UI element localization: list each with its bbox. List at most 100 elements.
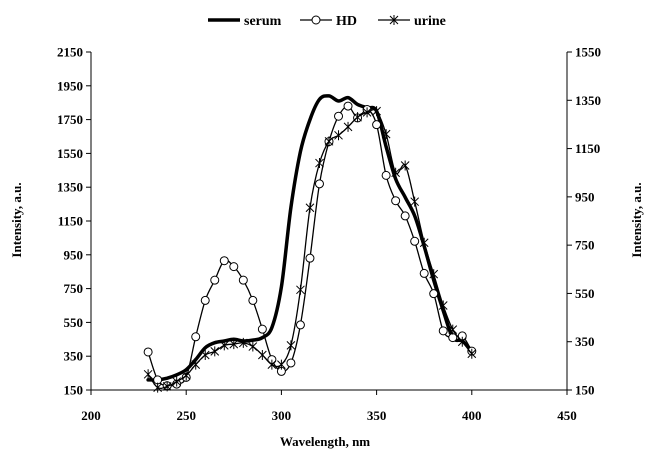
data-point-urine — [181, 370, 191, 381]
data-point-urine — [305, 202, 315, 213]
x-axis-ticks: 200 250 300 350 400 450 — [81, 390, 577, 423]
data-point-urine — [334, 130, 343, 141]
data-point-hd — [200, 295, 210, 305]
data-point-urine — [162, 381, 172, 392]
y-tick-label: 350 — [64, 349, 84, 364]
data-point-hd — [257, 324, 267, 334]
legend: serum HD urine — [208, 14, 446, 29]
y2-tick-label: 950 — [575, 189, 595, 204]
data-point-urine — [429, 269, 439, 280]
y2-tick-label: 750 — [575, 238, 595, 253]
y-tick-label: 150 — [64, 383, 84, 398]
data-point-hd — [391, 196, 401, 206]
data-point-urine — [286, 340, 296, 351]
data-point-hd — [429, 289, 439, 299]
x-tick-label: 400 — [462, 408, 482, 423]
data-point-urine — [362, 107, 372, 118]
y2-tick-label: 550 — [575, 286, 595, 301]
data-point-urine — [143, 369, 153, 380]
right-y-axis-title: Intensity, a.u. — [629, 182, 644, 257]
data-point-urine — [229, 339, 239, 350]
data-point-urine — [248, 341, 258, 352]
data-point-urine — [372, 106, 381, 117]
data-point-urine — [448, 324, 458, 335]
x-tick-label: 300 — [272, 408, 292, 423]
y2-tick-label: 1150 — [575, 141, 600, 156]
data-point-hd — [295, 320, 305, 330]
data-point-urine — [153, 382, 162, 393]
data-point-hd — [248, 295, 258, 305]
data-point-urine — [191, 359, 201, 370]
y-tick-label: 750 — [64, 281, 84, 296]
data-point-urine — [410, 196, 420, 207]
data-point-urine — [296, 284, 305, 295]
series-line-serum — [146, 94, 474, 382]
legend-label-urine: urine — [414, 14, 446, 29]
data-point-urine — [219, 340, 229, 351]
data-point-hd — [219, 256, 229, 266]
data-point-urine — [315, 158, 324, 169]
series-serum — [146, 94, 474, 382]
data-point-hd — [143, 347, 153, 357]
data-point-urine — [172, 376, 182, 387]
data-point-urine — [200, 349, 210, 360]
x-tick-label: 250 — [176, 408, 196, 423]
data-point-urine — [353, 112, 362, 123]
y-tick-label: 1350 — [57, 180, 83, 195]
y2-tick-label: 1550 — [575, 45, 601, 60]
data-point-hd — [343, 101, 353, 111]
data-point-hd — [238, 275, 248, 285]
data-point-hd — [400, 211, 410, 221]
left-y-axis-ticks: 150 350 550 750 950 1150 1350 1550 1750 1950 2150 — [57, 45, 91, 398]
y2-tick-label: 1350 — [575, 93, 601, 108]
y-tick-label: 1550 — [57, 146, 83, 161]
data-point-hd — [334, 111, 344, 121]
data-point-hd — [305, 253, 315, 263]
legend-label-serum: serum — [244, 14, 282, 29]
y-tick-label: 1950 — [57, 78, 83, 93]
data-point-hd — [372, 120, 382, 130]
legend-label-hd: HD — [336, 14, 357, 29]
data-point-hd — [229, 262, 239, 272]
x-tick-label: 200 — [81, 408, 101, 423]
data-point-hd — [438, 326, 448, 336]
y2-tick-label: 350 — [575, 334, 595, 349]
data-point-urine — [210, 346, 220, 357]
x-axis-title: Wavelength, nm — [280, 434, 370, 449]
y-tick-label: 1750 — [57, 112, 83, 127]
data-point-urine — [343, 121, 353, 132]
data-point-urine — [419, 237, 429, 248]
data-point-urine — [277, 359, 286, 370]
x-tick-label: 450 — [557, 408, 577, 423]
data-point-urine — [400, 160, 410, 171]
data-point-urine — [391, 167, 400, 178]
y-tick-label: 950 — [64, 247, 84, 262]
data-point-hd — [191, 332, 201, 342]
data-point-urine — [438, 300, 448, 311]
data-point-hd — [410, 236, 420, 246]
data-point-urine — [267, 359, 277, 370]
data-point-urine — [381, 129, 391, 140]
y2-tick-label: 150 — [575, 383, 595, 398]
data-point-hd — [314, 179, 324, 189]
series-urine — [143, 106, 477, 393]
series-layer — [143, 94, 477, 393]
data-point-hd — [381, 170, 391, 180]
x-tick-label: 350 — [367, 408, 387, 423]
data-point-hd — [286, 358, 296, 368]
data-point-urine — [457, 336, 467, 347]
right-y-axis-ticks: 150 350 550 750 950 1150 1350 1550 — [567, 45, 601, 398]
data-point-hd — [419, 268, 429, 278]
data-point-urine — [258, 349, 267, 360]
data-point-urine — [238, 337, 248, 348]
series-hd — [143, 101, 477, 391]
data-point-hd — [210, 275, 220, 285]
y-tick-label: 2150 — [57, 45, 83, 60]
y-tick-label: 550 — [64, 315, 84, 330]
left-y-axis-title: Intensity, a.u. — [9, 182, 24, 257]
data-point-urine — [467, 348, 477, 359]
y-tick-label: 1150 — [58, 214, 83, 229]
data-point-urine — [324, 136, 334, 147]
legend-marker-urine — [389, 15, 399, 25]
